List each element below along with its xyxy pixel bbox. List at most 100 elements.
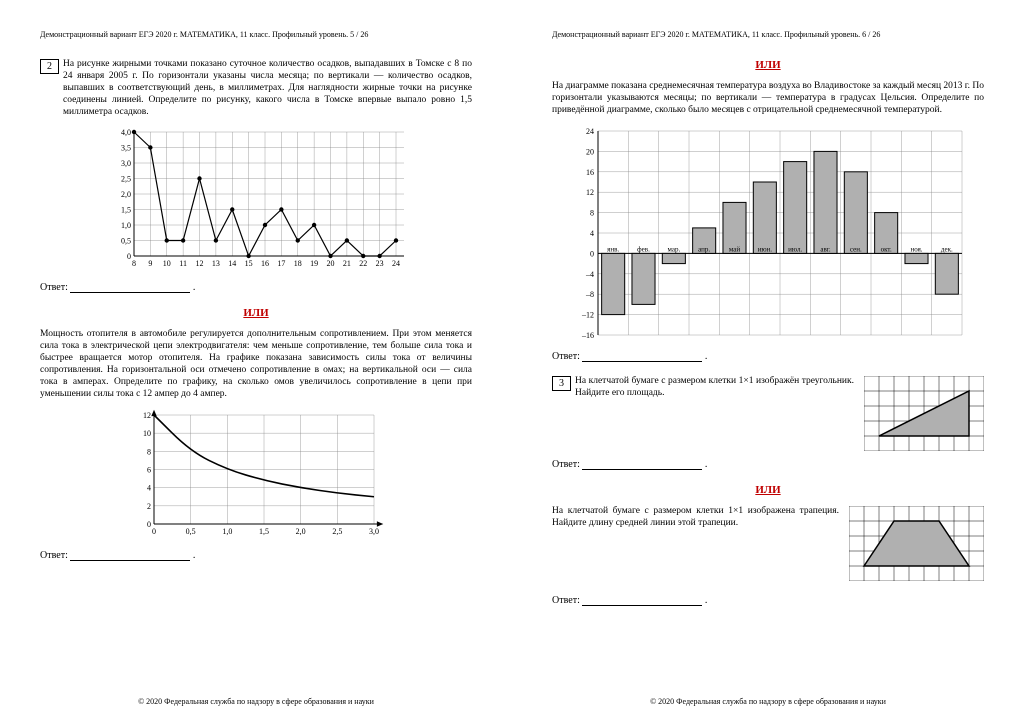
- svg-text:10: 10: [163, 259, 171, 268]
- answer-blank: [582, 361, 702, 362]
- svg-text:21: 21: [343, 259, 351, 268]
- problem-3b-text: На клетчатой бумаге с размером клетки 1×…: [552, 506, 839, 581]
- answer-row-1: Ответ: .: [40, 282, 472, 293]
- svg-text:1,5: 1,5: [121, 206, 131, 215]
- svg-text:авг.: авг.: [820, 245, 830, 253]
- or-divider-3: ИЛИ: [552, 484, 984, 496]
- svg-text:май: май: [729, 245, 740, 253]
- svg-text:1,0: 1,0: [222, 527, 232, 536]
- svg-text:апр.: апр.: [698, 245, 710, 253]
- svg-text:0,5: 0,5: [186, 527, 196, 536]
- answer-blank: [70, 560, 190, 561]
- answer-row-3: Ответ: .: [552, 351, 984, 362]
- answer-blank: [582, 469, 702, 470]
- svg-text:12: 12: [586, 188, 594, 197]
- or-divider-2: ИЛИ: [552, 59, 984, 71]
- header-left: Демонстрационный вариант ЕГЭ 2020 г. МАТ…: [40, 30, 472, 39]
- svg-text:фев.: фев.: [637, 245, 650, 253]
- svg-text:июн.: июн.: [758, 245, 773, 253]
- svg-text:3,5: 3,5: [121, 144, 131, 153]
- problem-2c-text: На диаграмме показана среднемесячная тем…: [552, 81, 984, 117]
- svg-text:–12: –12: [581, 310, 594, 319]
- problem-number-3: 3: [552, 376, 571, 391]
- trapezoid-figure: [849, 506, 984, 581]
- svg-text:янв.: янв.: [607, 245, 619, 253]
- svg-text:19: 19: [310, 259, 318, 268]
- svg-text:июл.: июл.: [788, 245, 802, 253]
- svg-text:15: 15: [245, 259, 253, 268]
- svg-text:8: 8: [590, 208, 594, 217]
- svg-text:24: 24: [586, 127, 594, 136]
- chart-resistance: 0 2 4 6 8 10 12 0 0,5 1,0 1,5 2,0 2,5 3,0: [40, 407, 472, 542]
- svg-text:2,0: 2,0: [296, 527, 306, 536]
- svg-text:13: 13: [212, 259, 220, 268]
- svg-text:–4: –4: [585, 269, 594, 278]
- triangle-figure: [864, 376, 984, 451]
- svg-text:4: 4: [147, 483, 151, 492]
- svg-text:сен.: сен.: [850, 245, 862, 253]
- svg-text:16: 16: [586, 167, 594, 176]
- problem-2-text: На рисунке жирными точками показано суто…: [63, 59, 472, 118]
- svg-text:3,0: 3,0: [369, 527, 379, 536]
- svg-text:–16: –16: [581, 331, 594, 340]
- svg-text:11: 11: [179, 259, 187, 268]
- svg-text:17: 17: [277, 259, 285, 268]
- chart-precipitation: 0 0,5 1,0 1,5 2,0 2,5 3,0 3,5 4,0 8 9 10 11 12 13 14 15 1…: [40, 124, 472, 274]
- svg-text:2: 2: [147, 501, 151, 510]
- svg-text:16: 16: [261, 259, 269, 268]
- svg-text:0: 0: [152, 527, 156, 536]
- svg-text:0: 0: [127, 252, 131, 261]
- svg-text:24: 24: [392, 259, 400, 268]
- footer-right: © 2020 Федеральная служба по надзору в с…: [512, 697, 1024, 706]
- svg-text:0,5: 0,5: [121, 237, 131, 246]
- svg-text:–8: –8: [585, 290, 594, 299]
- or-divider-1: ИЛИ: [40, 307, 472, 319]
- answer-label: Ответ:: [40, 550, 68, 561]
- svg-text:окт.: окт.: [881, 245, 892, 253]
- svg-text:1,5: 1,5: [259, 527, 269, 536]
- svg-text:14: 14: [228, 259, 236, 268]
- answer-blank: [582, 605, 702, 606]
- svg-text:4,0: 4,0: [121, 128, 131, 137]
- answer-label: Ответ:: [552, 595, 580, 606]
- svg-text:23: 23: [376, 259, 384, 268]
- chart-temperature: –16–12–8–404812162024янв.фев.мар.апр.май…: [552, 123, 984, 343]
- svg-text:2,5: 2,5: [121, 175, 131, 184]
- svg-text:18: 18: [294, 259, 302, 268]
- svg-text:8: 8: [132, 259, 136, 268]
- svg-text:дек.: дек.: [941, 245, 953, 253]
- svg-text:22: 22: [359, 259, 367, 268]
- problem-3: 3 На клетчатой бумаге с размером клетки …: [552, 376, 984, 451]
- answer-row-5: Ответ: .: [552, 595, 984, 606]
- problem-3b: На клетчатой бумаге с размером клетки 1×…: [552, 506, 984, 581]
- svg-text:1,0: 1,0: [121, 221, 131, 230]
- svg-text:20: 20: [327, 259, 335, 268]
- page-left: Демонстрационный вариант ЕГЭ 2020 г. МАТ…: [0, 0, 512, 724]
- answer-label: Ответ:: [552, 351, 580, 362]
- svg-text:4: 4: [590, 229, 594, 238]
- answer-blank: [70, 292, 190, 293]
- answer-row-2: Ответ: .: [40, 550, 472, 561]
- answer-label: Ответ:: [552, 459, 580, 470]
- svg-text:12: 12: [143, 411, 151, 420]
- answer-row-4: Ответ: .: [552, 459, 984, 470]
- svg-text:ноя.: ноя.: [910, 245, 922, 253]
- svg-text:2,5: 2,5: [332, 527, 342, 536]
- svg-text:мар.: мар.: [667, 245, 680, 253]
- svg-text:10: 10: [143, 429, 151, 438]
- svg-text:3,0: 3,0: [121, 159, 131, 168]
- problem-2: 2 На рисунке жирными точками показано су…: [40, 59, 472, 118]
- svg-text:12: 12: [196, 259, 204, 268]
- svg-text:9: 9: [148, 259, 152, 268]
- svg-text:0: 0: [147, 520, 151, 529]
- answer-label: Ответ:: [40, 282, 68, 293]
- problem-3-text: На клетчатой бумаге с размером клетки 1×…: [575, 376, 854, 451]
- svg-text:2,0: 2,0: [121, 190, 131, 199]
- problem-number-2: 2: [40, 59, 59, 74]
- problem-2b-text: Мощность отопителя в автомобиле регулиру…: [40, 329, 472, 400]
- svg-text:8: 8: [147, 447, 151, 456]
- footer-left: © 2020 Федеральная служба по надзору в с…: [0, 697, 512, 706]
- header-right: Демонстрационный вариант ЕГЭ 2020 г. МАТ…: [552, 30, 984, 39]
- svg-text:0: 0: [590, 249, 594, 258]
- svg-text:6: 6: [147, 465, 151, 474]
